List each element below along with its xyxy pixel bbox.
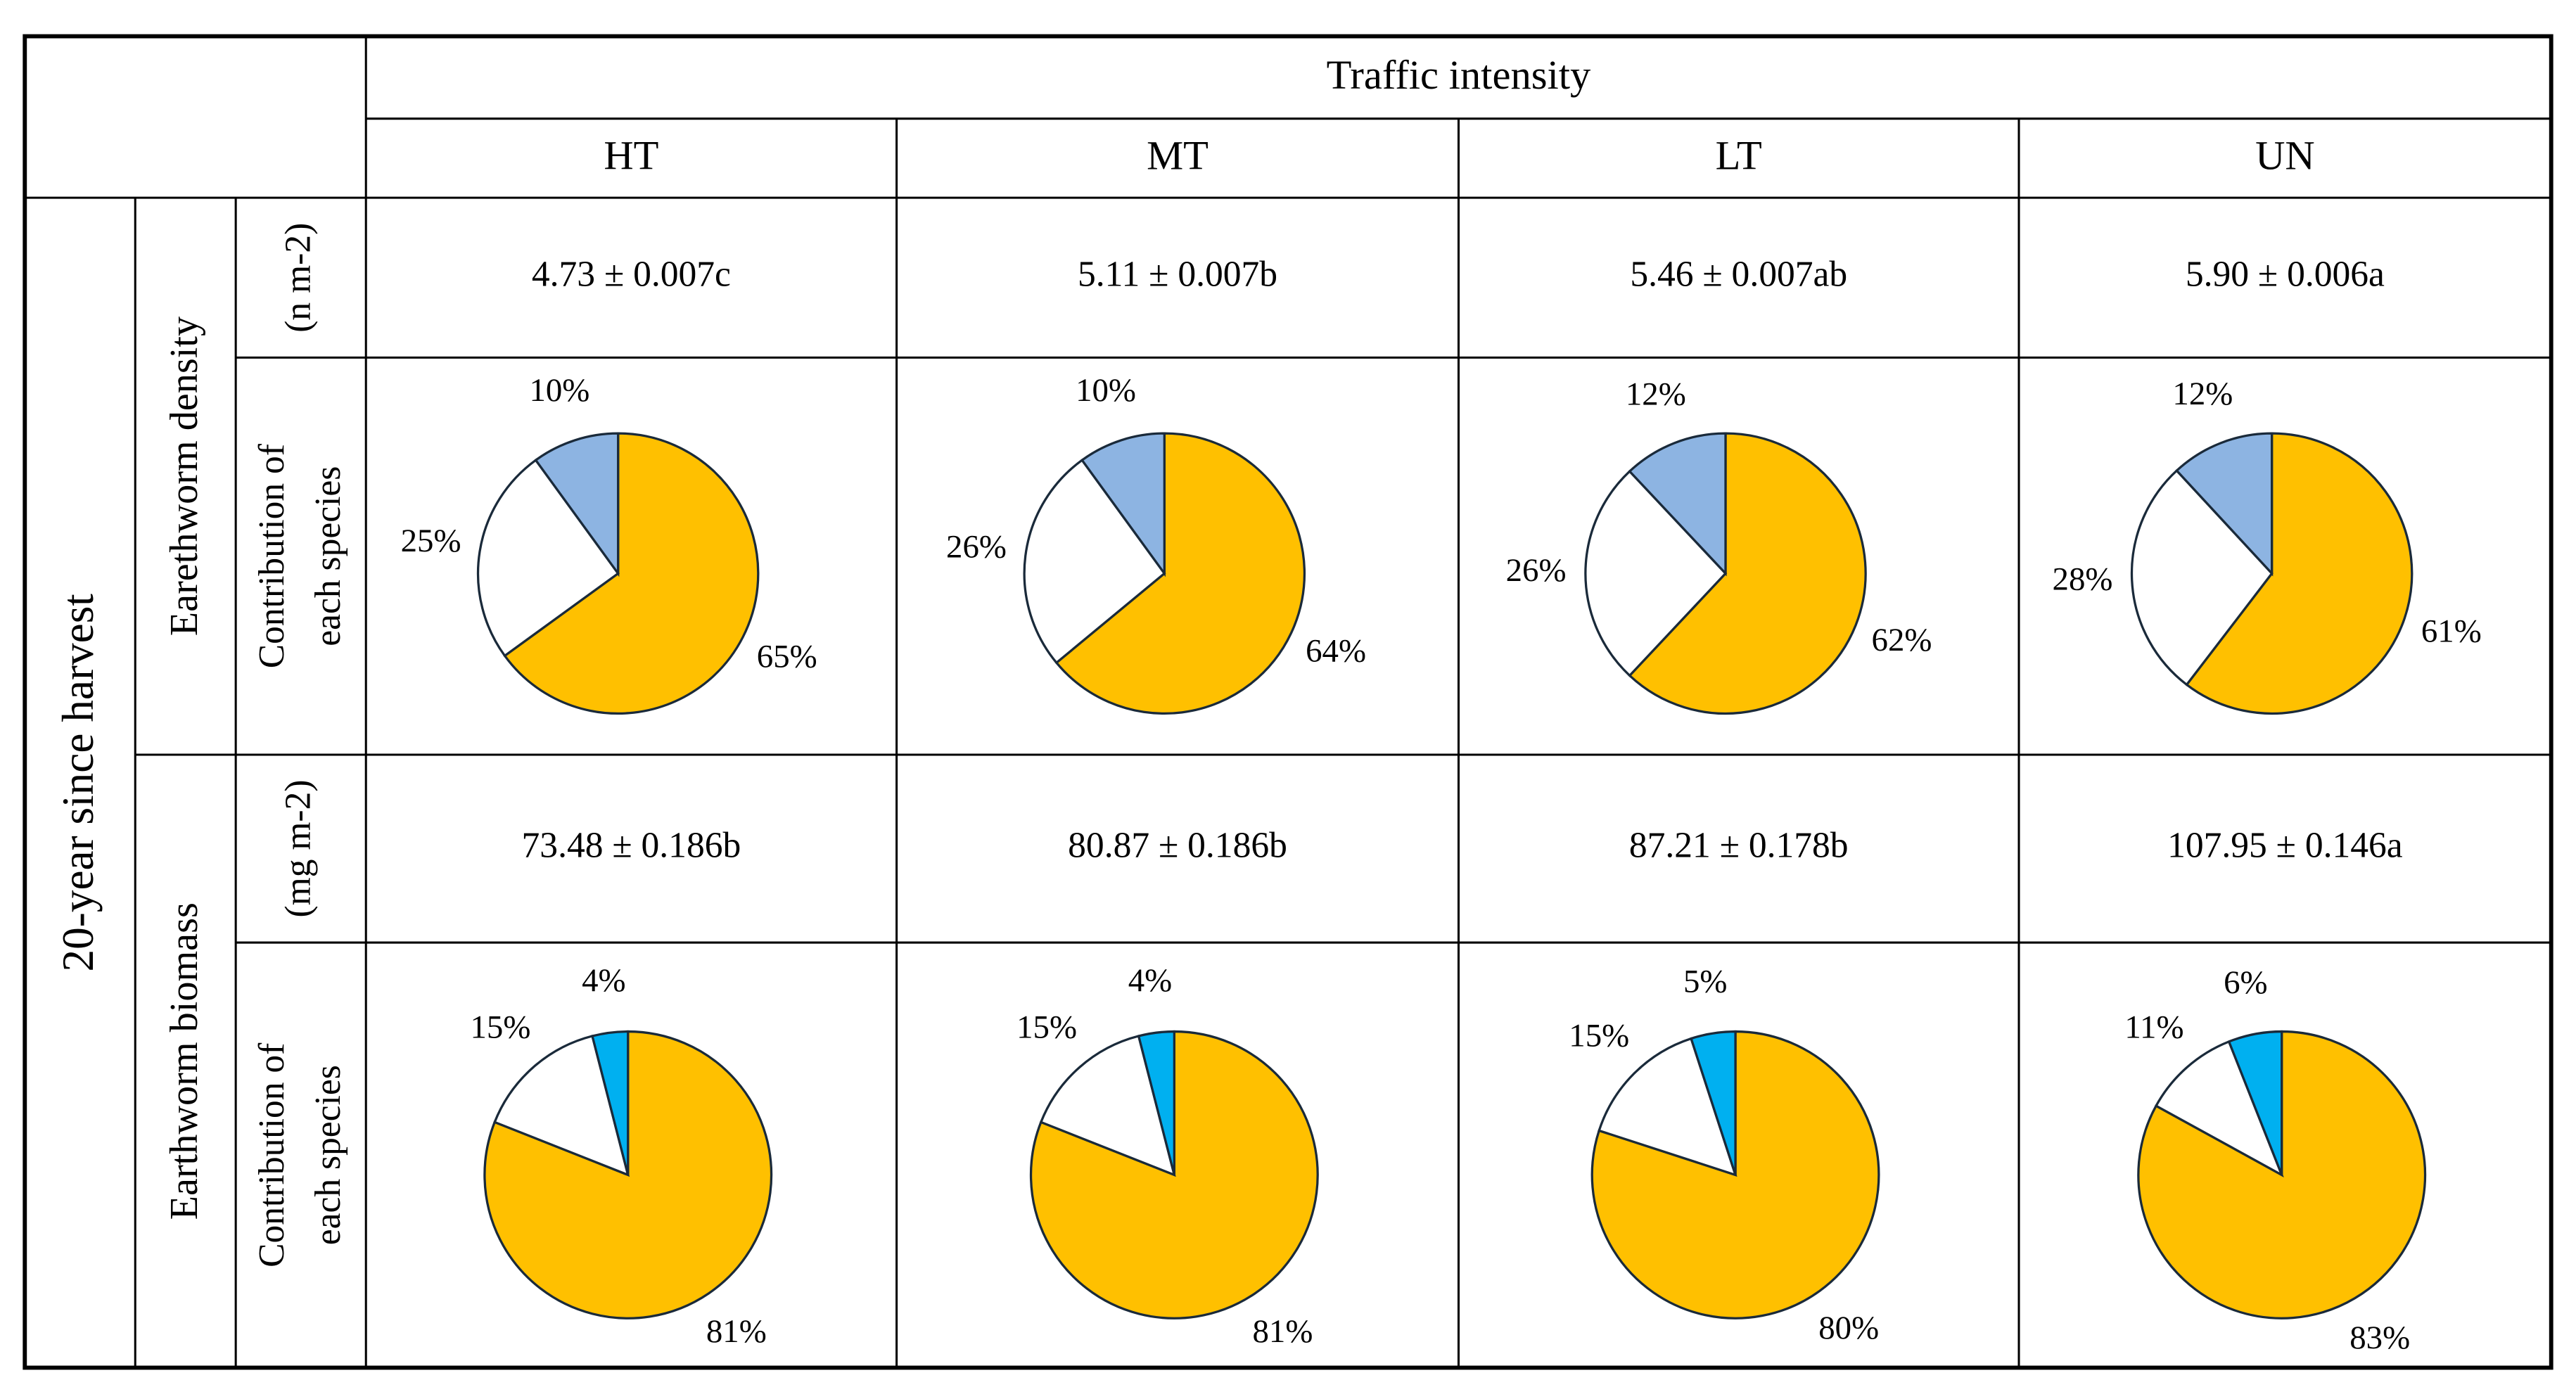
cell-value: 87.21 ± 0.178b: [1629, 825, 1849, 865]
slice-label: 10%: [529, 372, 589, 409]
section-label: Earthworm biomass: [162, 902, 206, 1220]
pie-slice: [1080, 432, 1166, 577]
row-group-label: 20-year since harvest: [53, 594, 103, 972]
pie-slice: [1584, 469, 1728, 677]
pie-label: each species: [308, 466, 348, 646]
cell-value: 5.46 ± 0.007ab: [1630, 255, 1847, 295]
slice-label: 80%: [1818, 1310, 1879, 1346]
slice-label: 6%: [2224, 964, 2267, 1001]
pie-slice: [2227, 1030, 2283, 1175]
pie-slice: [493, 1034, 630, 1177]
slice-label: 65%: [757, 638, 817, 675]
pie-slice: [1628, 432, 1727, 577]
pie-slice: [1023, 458, 1166, 665]
slice-label: 15%: [1016, 1009, 1077, 1046]
unit-label: (mg m-2): [279, 779, 319, 917]
table-border: [23, 34, 2553, 1370]
pie-slice: [1628, 432, 1867, 715]
column-header: UN: [2255, 133, 2315, 179]
slice-label: 12%: [1626, 376, 1686, 413]
slice-label: 10%: [1076, 372, 1136, 409]
pie-slice: [2175, 432, 2274, 577]
column-header: LT: [1716, 133, 1762, 179]
slice-label: 4%: [582, 962, 625, 999]
pie-slice: [2185, 432, 2414, 715]
slice-label: 81%: [1252, 1313, 1313, 1350]
pie-label: Contribution of: [252, 443, 292, 668]
cell-value: 80.87 ± 0.186b: [1068, 825, 1287, 865]
slice-label: 15%: [471, 1009, 531, 1046]
slice-label: 83%: [2349, 1320, 2410, 1356]
slice-label: 26%: [1506, 552, 1567, 589]
slice-label: 62%: [1872, 622, 1932, 658]
slice-label: 12%: [2172, 376, 2233, 412]
pie-slice: [1690, 1030, 1737, 1175]
cell-value: 5.11 ± 0.007b: [1078, 255, 1277, 295]
pie-slice: [2154, 1040, 2284, 1178]
header-group: Traffic intensity: [1327, 52, 1591, 98]
section-label: Earethworm density: [162, 317, 206, 636]
pie-slice: [1039, 1034, 1176, 1177]
pie-slice: [476, 458, 620, 658]
slice-label: 11%: [2124, 1009, 2183, 1046]
slice-label: 64%: [1306, 633, 1366, 670]
slice-label: 4%: [1128, 962, 1172, 999]
slice-label: 61%: [2421, 613, 2482, 649]
slice-label: 15%: [1569, 1017, 1629, 1054]
cell-value: 4.73 ± 0.007c: [532, 255, 731, 295]
pie-label: Contribution of: [252, 1042, 292, 1267]
pie-slice: [534, 432, 620, 577]
slice-label: 81%: [706, 1313, 767, 1350]
column-header: HT: [604, 133, 658, 179]
pie-label: each species: [308, 1065, 348, 1245]
column-header: MT: [1147, 133, 1209, 179]
slice-label: 26%: [946, 528, 1007, 565]
pie-slice: [2130, 468, 2274, 686]
pie-slice: [1137, 1030, 1175, 1175]
pie-slice: [503, 432, 760, 715]
pie-slice: [591, 1030, 630, 1175]
slice-label: 5%: [1683, 963, 1727, 999]
cell-value: 73.48 ± 0.186b: [522, 825, 741, 865]
unit-label: (n m-2): [279, 223, 319, 333]
cell-value: 5.90 ± 0.006a: [2186, 255, 2385, 295]
pie-slice: [1054, 432, 1306, 715]
slice-label: 25%: [401, 523, 461, 559]
cell-value: 107.95 ± 0.146a: [2167, 825, 2403, 865]
slice-label: 28%: [2053, 561, 2113, 598]
